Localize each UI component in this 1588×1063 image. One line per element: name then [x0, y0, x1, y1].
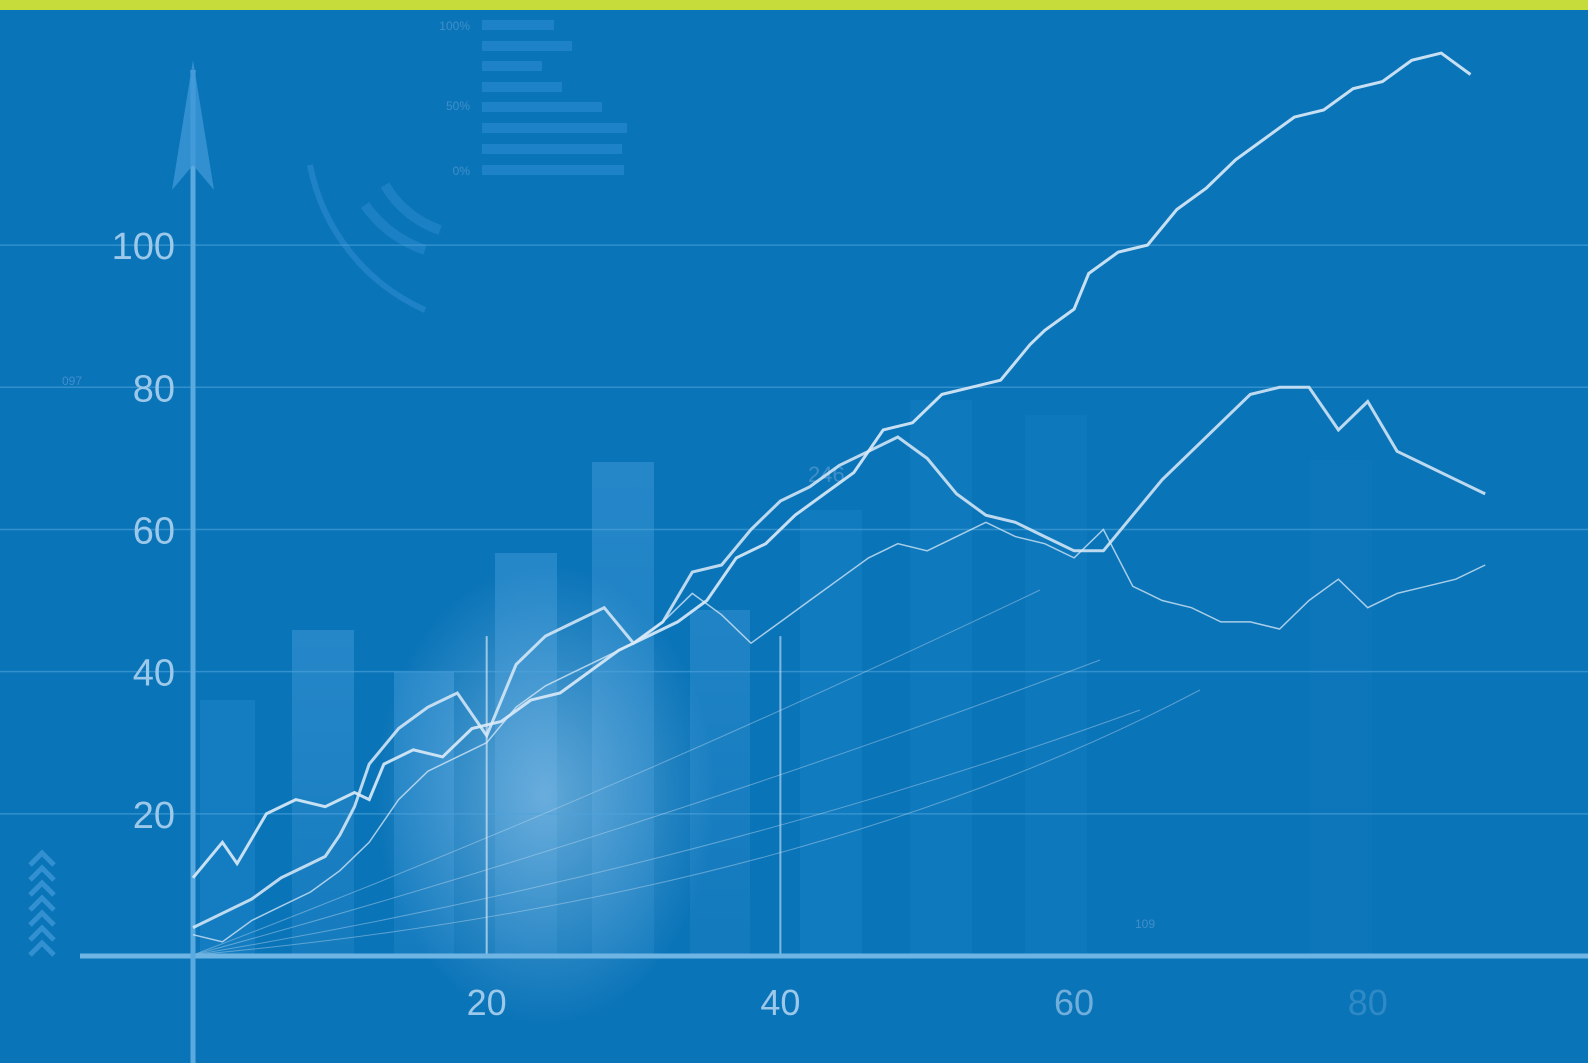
trend-curve-2	[192, 659, 1101, 956]
trend-curve-3	[192, 709, 1141, 956]
decor-bar	[200, 700, 255, 955]
chevron-stack-icon	[28, 849, 56, 957]
trend-curve-1	[192, 589, 1041, 956]
x-tick-label: 60	[1054, 982, 1094, 1023]
y-tick-label: 20	[133, 795, 175, 837]
y-tick-label: 40	[133, 653, 175, 695]
decor-arc	[380, 182, 442, 235]
x-tick-label: 40	[760, 982, 800, 1023]
series-line-3	[192, 521, 1486, 943]
trend-curve-4	[192, 689, 1201, 956]
y-tick-label: 60	[133, 510, 175, 552]
decor-label: 50%	[446, 99, 470, 113]
x-tick-label: 80	[1348, 982, 1388, 1023]
decor-glow	[375, 565, 715, 1025]
y-tick-label: 80	[133, 368, 175, 410]
decor-bar	[1310, 460, 1372, 955]
series-line-2	[192, 385, 1486, 929]
tick-labels: 20 40 60 80 100 20 40 60 80	[112, 226, 1388, 1023]
decor-label: 100%	[439, 19, 470, 33]
background-decor: 100% 50% 0% 097 246 109	[28, 19, 1372, 1025]
decor-bar	[800, 510, 862, 955]
decor-arc	[360, 202, 427, 255]
series-lines	[191, 51, 1486, 943]
series-line-1	[191, 51, 1472, 879]
decor-bar	[1025, 415, 1087, 955]
x-tick-label: 20	[467, 982, 507, 1023]
decor-bar	[292, 630, 354, 955]
y-axis-arrow-icon	[172, 60, 214, 190]
decor-number: 109	[1135, 917, 1155, 931]
decor-bar	[910, 400, 972, 955]
decor-number: 097	[62, 374, 82, 388]
decor-arc	[307, 164, 427, 313]
decor-mini-bar-chart: 100% 50% 0%	[439, 19, 627, 178]
top-accent-bar	[0, 0, 1588, 10]
axes	[80, 60, 1588, 1063]
trend-lines	[192, 589, 1201, 956]
decor-label: 0%	[453, 164, 471, 178]
y-tick-label: 100	[112, 226, 175, 268]
